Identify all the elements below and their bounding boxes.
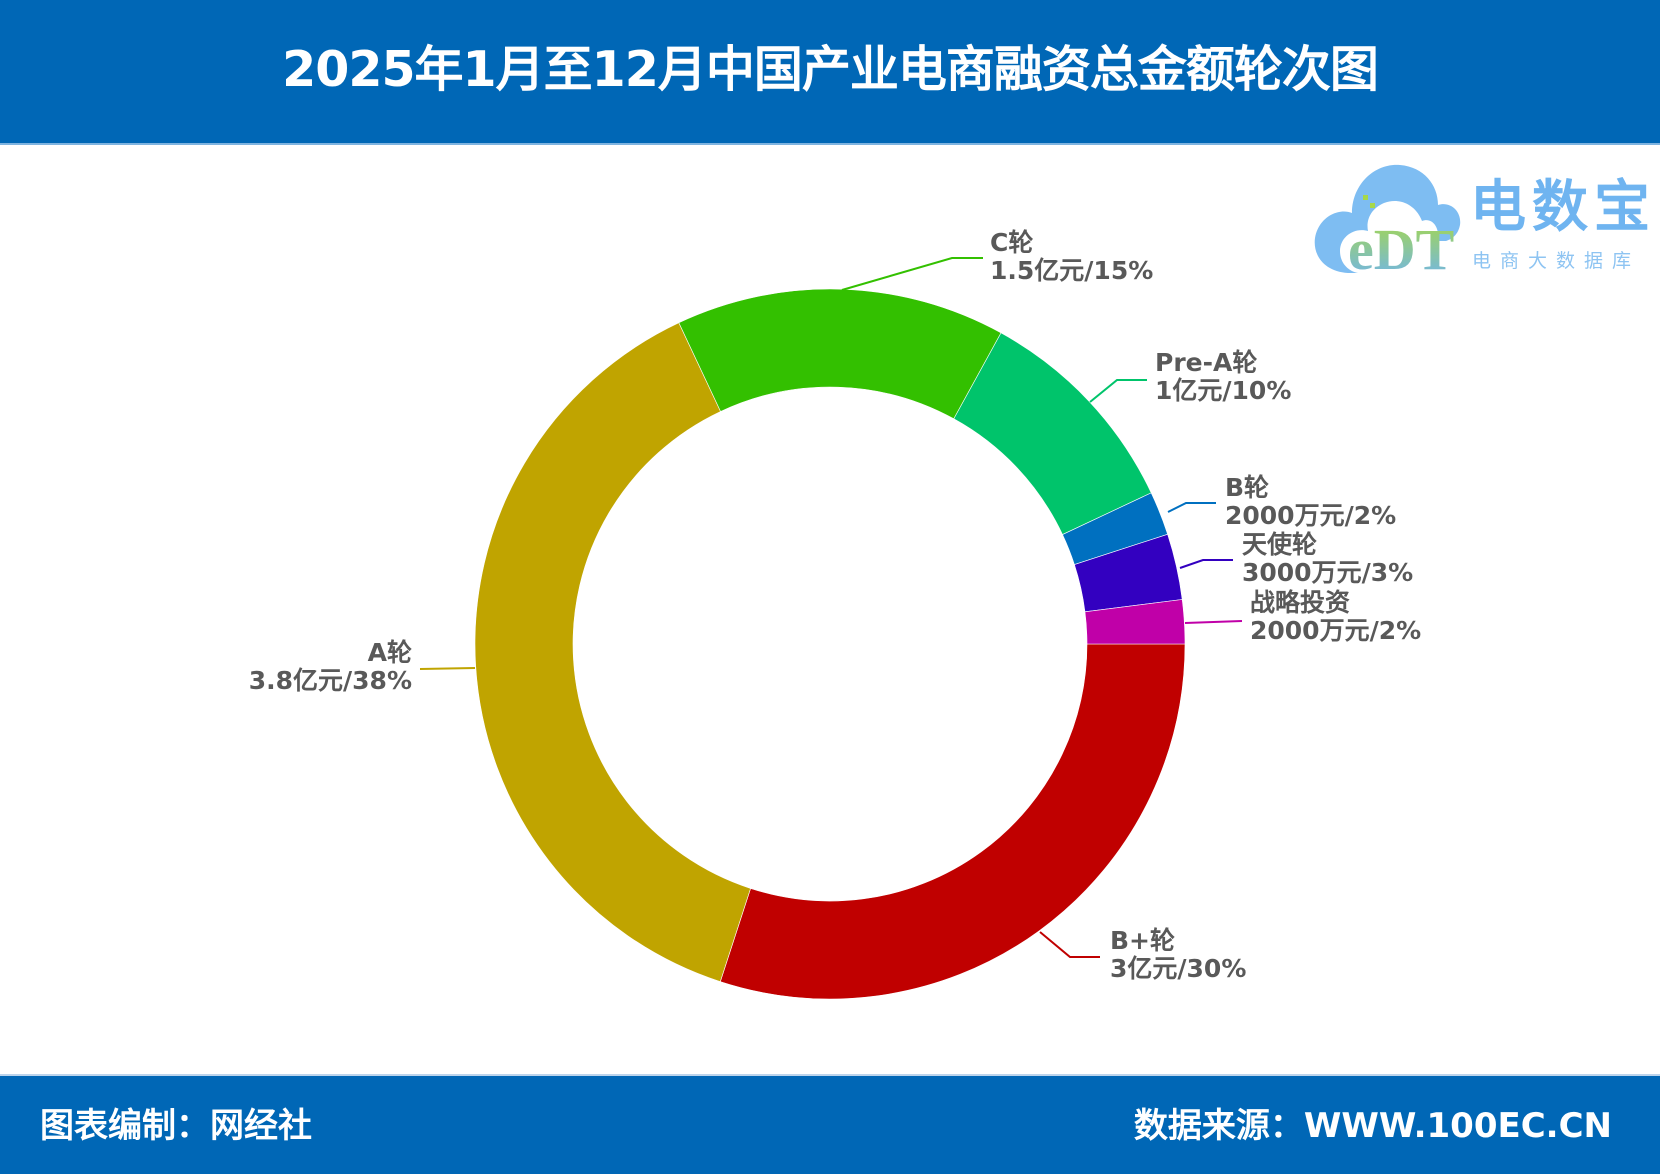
- footer-source: 数据来源：WWW.100EC.CN: [1133, 1106, 1612, 1146]
- slice-label-name: B+轮: [1110, 926, 1176, 955]
- leader-line-c: [841, 257, 983, 291]
- chart-title: 2025年1月至12月中国产业电商融资总金额轮次图: [282, 41, 1379, 98]
- slice-label-value: 3000万元/3%: [1242, 558, 1414, 587]
- slice-label-name: 战略投资: [1250, 588, 1351, 617]
- slice-label-angel: 天使轮 3000万元/3%: [1242, 531, 1413, 587]
- slice-label-value: 2000万元/2%: [1250, 616, 1422, 645]
- slice-label-value: 2000万元/2%: [1225, 501, 1397, 530]
- leader-line-angel: [1179, 559, 1233, 569]
- donut-slices: [474, 288, 1186, 1000]
- slice-label-name: 天使轮: [1242, 530, 1318, 559]
- leader-lines: [419, 257, 1243, 958]
- footer-banner: 图表编制：网经社 数据来源：WWW.100EC.CN: [0, 1074, 1660, 1174]
- leader-line-prea: [1089, 379, 1147, 403]
- slice-label-name: Pre-A轮: [1155, 348, 1258, 377]
- slice-label-bplus: B+轮 3亿元/30%: [1110, 927, 1246, 983]
- donut-slice: [678, 288, 1002, 420]
- edt-logo: eDT 电数宝 电商大数据库: [1308, 155, 1653, 285]
- leader-line-bplus: [1039, 931, 1100, 958]
- logo-name: 电数宝: [1470, 175, 1656, 240]
- leader-line-strat: [1184, 620, 1243, 624]
- donut-slice: [1084, 599, 1186, 645]
- slice-label-c: C轮 1.5亿元/15%: [990, 229, 1153, 285]
- logo-subtitle: 电商大数据库: [1472, 250, 1641, 272]
- donut-slice: [474, 322, 751, 983]
- edt-mark: eDT: [1348, 217, 1454, 282]
- slice-label-value: 3.8亿元/38%: [248, 666, 412, 695]
- slice-label-name: C轮: [990, 228, 1034, 257]
- slice-label-value: 1亿元/10%: [1155, 376, 1292, 405]
- leader-line-b: [1167, 502, 1216, 513]
- slice-label-b: B轮 2000万元/2%: [1225, 474, 1396, 530]
- slice-label-a: A轮 3.8亿元/38%: [249, 639, 412, 695]
- slice-label-value: 1.5亿元/15%: [990, 256, 1154, 285]
- cloud-icon: eDT: [1314, 164, 1461, 282]
- footer-credit: 图表编制：网经社: [40, 1106, 312, 1146]
- header-banner: 2025年1月至12月中国产业电商融资总金额轮次图: [0, 0, 1660, 145]
- slice-label-strat: 战略投资 2000万元/2%: [1250, 589, 1421, 645]
- donut-slice: [719, 643, 1186, 1000]
- slice-label-name: B轮: [1225, 473, 1270, 502]
- leader-line-a: [419, 667, 476, 670]
- slice-label-prea: Pre-A轮 1亿元/10%: [1155, 349, 1291, 405]
- slice-label-name: A轮: [367, 638, 412, 667]
- slice-label-value: 3亿元/30%: [1110, 954, 1247, 983]
